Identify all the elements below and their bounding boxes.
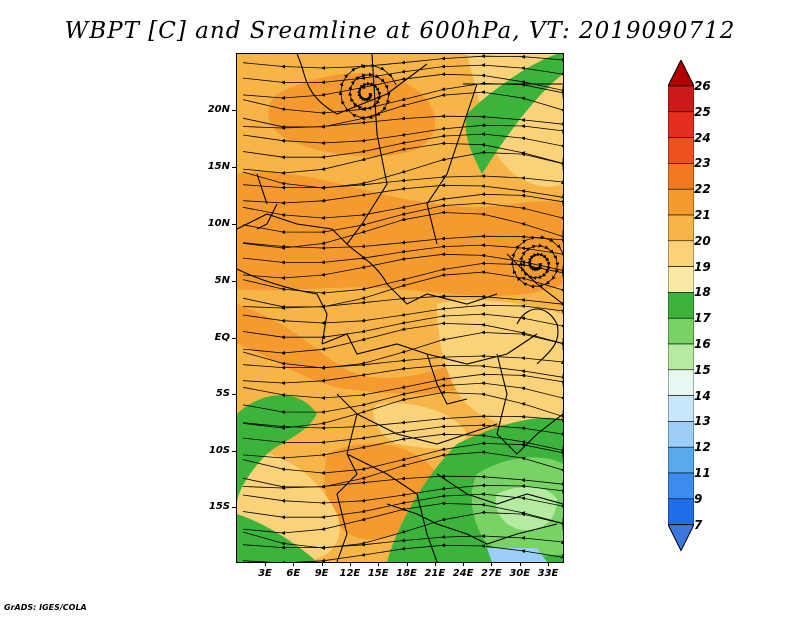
streamline [242,543,563,562]
colorbar-level-label: 11 [694,466,711,480]
colorbar-level-label: 17 [694,311,711,326]
colorbar-level-label: 16 [694,337,711,351]
longitude-tick [406,562,408,566]
latitude-label: 10N [207,218,230,229]
longitude-tick [349,562,351,566]
colorbar-level-label: 22 [694,182,711,197]
longitude-tick [265,562,266,566]
longitude-label: 6E [286,568,301,579]
map-title: WBPT [C] and Sreamline at 600hPa, VT: 20… [64,18,736,44]
longitude-tick [293,562,295,566]
country-border [256,173,268,205]
longitude-tick [378,562,380,566]
longitude-label: 12E [339,568,361,579]
latitude-label: 10S [208,445,230,456]
longitude-label: 3E [258,568,272,579]
streamline [510,235,563,289]
colorbar-swatch [668,85,694,113]
colorbar-level-label: 7 [694,517,703,532]
colorbar-swatch [668,111,694,138]
latitude-tick [232,167,236,168]
colorbar-swatch [668,137,694,164]
colorbar-level-label: 15 [694,362,711,377]
colorbar-level-label: 20 [694,233,711,248]
longitude-label: 27E [481,568,502,579]
colorbar-swatch [668,421,694,448]
streamlines [242,54,563,562]
colorbar-level-label: 9 [694,491,703,506]
colorbar-level-label: 13 [694,414,711,429]
streamline [338,63,397,121]
colorbar-swatch [668,292,694,319]
longitude-label: 30E [509,568,531,579]
longitude-label: 24E [452,568,474,579]
wbpt-streamline-map [236,53,564,563]
longitude-label: 33E [537,568,559,579]
latitude-tick [232,224,236,225]
longitude-label: 15E [367,568,389,579]
longitude-tick [491,562,493,566]
colorbar-level-label: 12 [694,440,711,455]
colorbar [668,60,694,552]
latitude-tick [232,507,236,508]
colorbar-level-label: 14 [694,388,711,403]
colorbar-swatch [668,266,694,293]
colorbar-swatch [668,369,694,396]
colorbar-swatch [668,240,694,267]
colorbar-swatch [668,446,694,474]
colorbar-level-label: 18 [694,285,711,300]
longitude-tick [434,562,436,566]
latitude-label: EQ [214,332,230,343]
colorbar-bottom-arrow [668,524,694,552]
latitude-label: 20N [207,104,230,115]
latitude-tick [232,110,236,111]
latitude-tick [232,281,236,282]
colorbar-level-label: 21 [694,208,711,222]
longitude-tick [321,562,323,566]
latitude-label: 5S [215,388,230,399]
longitude-tick [519,562,521,566]
colorbar-swatch [668,343,694,371]
colorbar-top-arrow [668,60,694,87]
colorbar-level-label: 24 [694,130,711,145]
colorbar-level-label: 25 [694,104,711,119]
longitude-label: 21E [424,568,446,579]
colorbar-swatch [668,472,694,500]
country-border [256,203,278,230]
colorbar-swatch [668,214,694,242]
longitude-label: 9E [314,568,329,579]
latitude-label: 15S [208,501,230,512]
longitude-tick [463,562,465,566]
latitude-tick [232,338,236,339]
latitude-label: 5N [214,275,230,286]
colorbar-swatch [668,395,694,422]
latitude-tick [232,394,236,395]
latitude-tick [232,451,236,452]
longitude-label: 18E [396,568,417,579]
colorbar-swatch [668,163,694,190]
credit-label: GrADS: IGES/COLA [4,603,87,612]
colorbar-level-label: 23 [694,156,711,171]
colorbar-swatch [668,188,694,216]
map-canvas [237,54,563,562]
colorbar-level-label: 19 [694,259,711,274]
colorbar-swatch [668,317,694,345]
latitude-label: 15N [207,161,230,172]
colorbar-level-label: 26 [694,79,711,93]
colorbar-swatch [668,498,694,525]
longitude-tick [548,562,549,566]
